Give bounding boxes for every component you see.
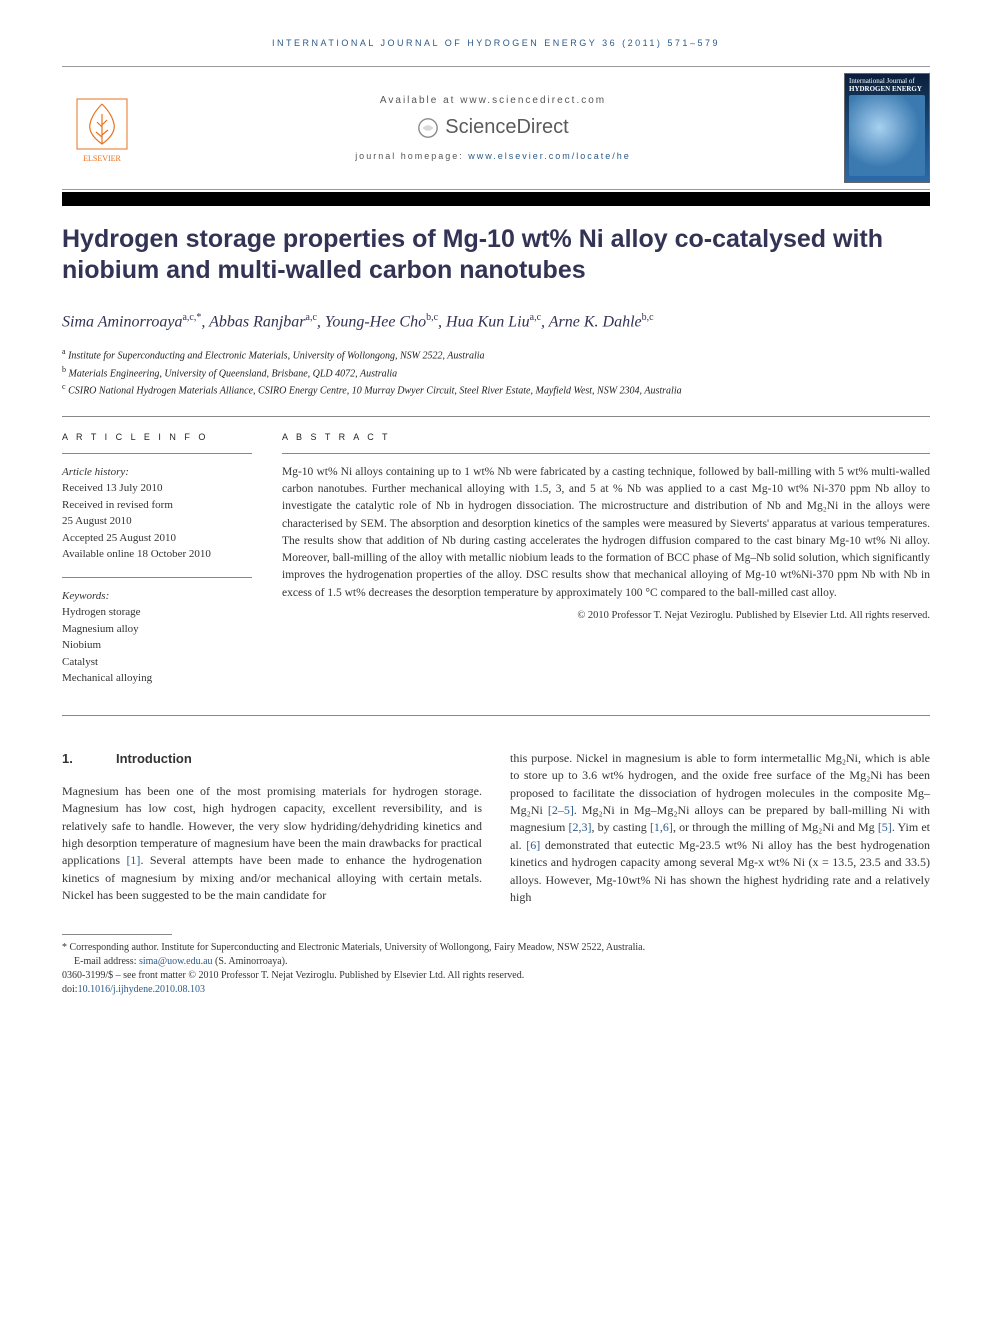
- page-container: INTERNATIONAL JOURNAL OF HYDROGEN ENERGY…: [0, 0, 992, 1025]
- author[interactable]: Hua Kun Liu: [446, 313, 530, 330]
- affil-text: Materials Engineering, University of Que…: [69, 368, 398, 379]
- author-sup: a,c,*: [182, 312, 201, 323]
- header-center: Available at www.sciencedirect.com Scien…: [142, 95, 844, 161]
- abstract-divider: [282, 453, 930, 454]
- author[interactable]: Arne K. Dahle: [549, 313, 642, 330]
- keyword: Mechanical alloying: [62, 670, 252, 687]
- abstract-heading: A B S T R A C T: [282, 431, 930, 445]
- article-info-column: A R T I C L E I N F O Article history: R…: [62, 431, 252, 701]
- journal-header: INTERNATIONAL JOURNAL OF HYDROGEN ENERGY…: [62, 38, 930, 48]
- author-sup: a,c: [530, 312, 541, 323]
- email-line: E-mail address: sima@uow.edu.au (S. Amin…: [62, 955, 930, 969]
- abstract-column: A B S T R A C T Mg-10 wt% Ni alloys cont…: [282, 431, 930, 701]
- history-line: 25 August 2010: [62, 513, 252, 530]
- divider-bottom: [62, 715, 930, 716]
- email-label: E-mail address:: [74, 956, 139, 967]
- history-line: Available online 18 October 2010: [62, 546, 252, 563]
- abstract-text: Mg-10 wt% Ni alloys containing up to 1 w…: [282, 464, 930, 602]
- affiliation: c CSIRO National Hydrogen Materials Alli…: [62, 381, 930, 398]
- info-abstract-row: A R T I C L E I N F O Article history: R…: [62, 431, 930, 701]
- header-row: ELSEVIER Available at www.sciencedirect.…: [62, 66, 930, 190]
- author[interactable]: Young-Hee Cho: [325, 313, 426, 330]
- elsevier-label: ELSEVIER: [83, 154, 121, 163]
- homepage-line: journal homepage: www.elsevier.com/locat…: [142, 151, 844, 161]
- body-paragraph: this purpose. Nickel in magnesium is abl…: [510, 750, 930, 907]
- sd-swirl-icon: [417, 117, 439, 139]
- doi-link[interactable]: 10.1016/j.ijhydene.2010.08.103: [78, 984, 206, 995]
- author[interactable]: Sima Aminorroaya: [62, 313, 182, 330]
- divider-top: [62, 416, 930, 417]
- cover-title: HYDROGEN ENERGY: [849, 86, 925, 94]
- affil-sup: b: [62, 365, 66, 374]
- section-title: Introduction: [116, 751, 192, 766]
- email-suffix: (S. Aminorroaya).: [213, 956, 288, 967]
- copyright-line: © 2010 Professor T. Nejat Veziroglu. Pub…: [282, 608, 930, 624]
- body-column-right: this purpose. Nickel in magnesium is abl…: [510, 750, 930, 907]
- history-line: Received 13 July 2010: [62, 480, 252, 497]
- section-heading: 1.Introduction: [62, 750, 482, 769]
- issn-line: 0360-3199/$ – see front matter © 2010 Pr…: [62, 969, 930, 983]
- info-divider: [62, 453, 252, 454]
- sd-brand-text: ScienceDirect: [445, 116, 568, 139]
- footnote-separator: [62, 934, 172, 935]
- info-divider: [62, 577, 252, 578]
- tree-icon: [72, 94, 132, 154]
- affiliation: b Materials Engineering, University of Q…: [62, 364, 930, 381]
- affil-text: CSIRO National Hydrogen Materials Allian…: [68, 385, 682, 396]
- history-label: Article history:: [62, 464, 252, 481]
- section-number: 1.: [62, 750, 116, 769]
- affiliations: a Institute for Superconducting and Elec…: [62, 346, 930, 398]
- elsevier-logo[interactable]: ELSEVIER: [62, 83, 142, 173]
- history-block: Article history: Received 13 July 2010 R…: [62, 464, 252, 563]
- email-link[interactable]: sima@uow.edu.au: [139, 956, 213, 967]
- affiliation: a Institute for Superconducting and Elec…: [62, 346, 930, 363]
- history-line: Accepted 25 August 2010: [62, 530, 252, 547]
- author-sup: a,c: [306, 312, 317, 323]
- body-column-left: 1.Introduction Magnesium has been one of…: [62, 750, 482, 907]
- footnotes: * Corresponding author. Institute for Su…: [62, 941, 930, 997]
- article-title: Hydrogen storage properties of Mg-10 wt%…: [62, 224, 930, 287]
- black-divider-bar: [62, 192, 930, 206]
- doi-line: doi:10.1016/j.ijhydene.2010.08.103: [62, 983, 930, 997]
- affil-text: Institute for Superconducting and Electr…: [68, 351, 484, 362]
- history-line: Received in revised form: [62, 497, 252, 514]
- affil-sup: a: [62, 347, 66, 356]
- affil-sup: c: [62, 382, 66, 391]
- available-at-text: Available at www.sciencedirect.com: [142, 95, 844, 106]
- author-sup: b,c: [426, 312, 438, 323]
- keywords-block: Keywords: Hydrogen storage Magnesium all…: [62, 588, 252, 687]
- corresponding-author-note: * Corresponding author. Institute for Su…: [62, 941, 930, 955]
- keyword: Magnesium alloy: [62, 621, 252, 638]
- authors-line: Sima Aminorroayaa,c,*, Abbas Ranjbara,c,…: [62, 311, 930, 333]
- cover-image-placeholder: [849, 95, 925, 176]
- body-columns: 1.Introduction Magnesium has been one of…: [62, 750, 930, 907]
- author[interactable]: Abbas Ranjbar: [209, 313, 305, 330]
- keyword: Niobium: [62, 637, 252, 654]
- body-paragraph: Magnesium has been one of the most promi…: [62, 783, 482, 905]
- doi-label: doi:: [62, 984, 78, 995]
- author-sup: b,c: [642, 312, 654, 323]
- article-info-heading: A R T I C L E I N F O: [62, 431, 252, 445]
- keywords-label: Keywords:: [62, 588, 252, 605]
- journal-cover-thumbnail[interactable]: International Journal of HYDROGEN ENERGY: [844, 73, 930, 183]
- keyword: Catalyst: [62, 654, 252, 671]
- sciencedirect-logo[interactable]: ScienceDirect: [417, 116, 568, 139]
- homepage-label: journal homepage:: [355, 151, 468, 161]
- homepage-link[interactable]: www.elsevier.com/locate/he: [468, 151, 631, 161]
- keyword: Hydrogen storage: [62, 604, 252, 621]
